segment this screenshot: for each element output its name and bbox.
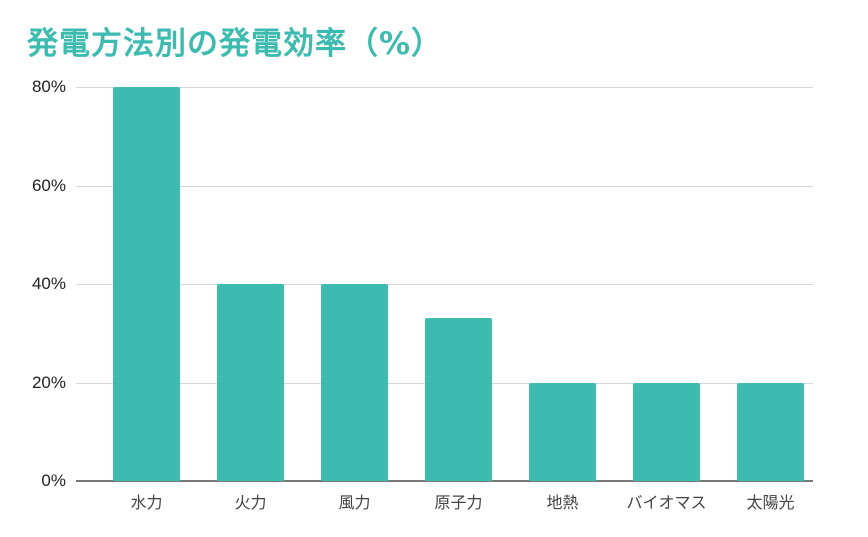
chart-title: 発電方法別の発電効率（%） xyxy=(27,26,444,62)
y-axis-tick-label: 40% xyxy=(31,274,66,293)
y-axis-tick-label: 0% xyxy=(41,471,66,490)
y-axis-tick-label: 60% xyxy=(31,175,66,195)
bar xyxy=(737,382,804,481)
bar xyxy=(321,284,388,481)
x-axis-category-label: 地熱 xyxy=(546,493,579,512)
bar xyxy=(425,318,492,481)
gridline xyxy=(76,87,813,88)
x-axis-category-label: 原子力 xyxy=(434,493,483,512)
x-axis-category-label: 太陽光 xyxy=(746,493,795,512)
y-axis-tick-label: 20% xyxy=(31,372,66,392)
gridline xyxy=(76,185,813,187)
x-axis-category-label: 水力 xyxy=(130,493,163,512)
gridline xyxy=(76,284,813,285)
x-axis-line xyxy=(76,480,813,482)
x-axis-category-label: バイオマス xyxy=(626,493,707,512)
bar xyxy=(633,382,700,481)
bar xyxy=(113,87,180,481)
bar xyxy=(217,284,284,481)
bar xyxy=(529,382,596,481)
y-axis-tick-label: 80% xyxy=(31,77,66,96)
x-axis-category-label: 風力 xyxy=(338,493,371,512)
x-axis-category-label: 火力 xyxy=(234,493,267,512)
